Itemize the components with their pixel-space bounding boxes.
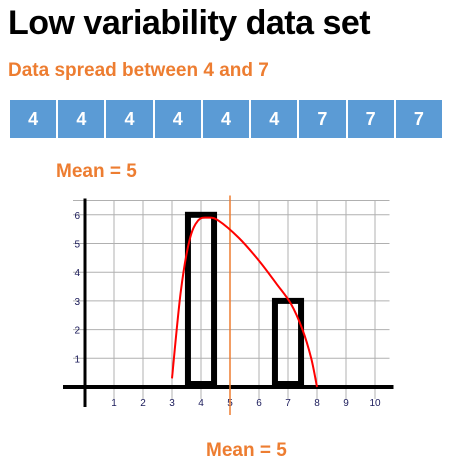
data-value-cell: 4: [58, 100, 107, 138]
x-tick-label: 1: [111, 398, 117, 409]
data-value-cell: 4: [251, 100, 300, 138]
y-tick-label: 2: [74, 326, 80, 337]
data-value-cell: 7: [299, 100, 348, 138]
y-tick-label: 4: [74, 268, 80, 279]
bar: [184, 211, 218, 387]
data-value-cell: 4: [154, 100, 203, 138]
x-tick-label: 2: [140, 398, 146, 409]
y-tick-label: 6: [74, 211, 80, 222]
mean-label-bottom: Mean = 5: [206, 440, 287, 461]
x-tick-label: 3: [169, 398, 175, 409]
subtitle: Data spread between 4 and 7: [8, 60, 269, 81]
x-tick-label: 10: [369, 398, 381, 409]
x-tick-label: 6: [256, 398, 262, 409]
x-tick-label: 7: [285, 398, 291, 409]
x-tick-label: 8: [314, 398, 320, 409]
y-tick-label: 3: [74, 297, 80, 308]
x-tick-label: 9: [343, 398, 349, 409]
data-value-cell: 7: [395, 100, 442, 138]
page-title: Low variability data set: [8, 4, 371, 42]
distribution-curve: [171, 216, 318, 388]
mean-label-top: Mean = 5: [56, 161, 137, 182]
y-tick-label: 1: [74, 354, 80, 365]
data-value-cell: 4: [106, 100, 155, 138]
data-value-cell: 7: [347, 100, 396, 138]
x-tick-label: 4: [198, 398, 204, 409]
data-value-cell: 4: [202, 100, 252, 138]
data-value-cell: 4: [10, 100, 59, 138]
y-tick-label: 5: [74, 240, 80, 251]
